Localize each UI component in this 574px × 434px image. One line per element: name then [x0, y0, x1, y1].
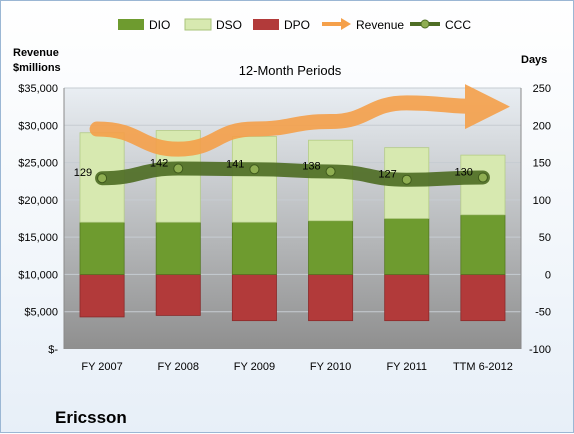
ccc-data-label: 138	[302, 161, 320, 173]
left-tick-label: $20,000	[18, 195, 58, 207]
bar-dpo	[460, 274, 506, 322]
category-label: FY 2009	[234, 361, 275, 373]
ccc-line	[95, 161, 490, 187]
right-tick-label: -100	[529, 344, 551, 356]
right-tick-label: 200	[533, 120, 551, 132]
category-label: FY 2008	[158, 361, 199, 373]
left-tick-label: $30,000	[18, 120, 58, 132]
right-tick-label: 250	[533, 83, 551, 95]
legend: DIO DSO DPO Revenue CCC	[118, 18, 471, 32]
right-axis-title: Days	[521, 54, 547, 66]
right-axis-ticks: -100 -50 0 50 100 150 200 250	[529, 83, 551, 356]
left-axis-title-line2: $millions	[13, 62, 61, 74]
category-label: FY 2010	[310, 361, 351, 373]
ccc-point	[401, 174, 412, 185]
ccc-series: 129 142 141 138 127 130	[74, 158, 490, 187]
category-label: TTM 6-2012	[453, 361, 513, 373]
left-axis-ticks: $- $5,000 $10,000 $15,000 $20,000 $25,000 $30,…	[18, 83, 58, 356]
legend-marker-ccc	[420, 19, 430, 29]
bar-dio	[231, 221, 277, 275]
category-label: FY 2007	[81, 361, 122, 373]
ccc-data-label: 130	[455, 166, 473, 178]
bar-dso	[308, 139, 354, 222]
category-label: FY 2011	[386, 361, 427, 373]
legend-swatch-dso	[184, 18, 212, 31]
legend-label-ccc: CCC	[445, 18, 471, 32]
bar-dio	[79, 221, 125, 275]
left-tick-label: $15,000	[18, 232, 58, 244]
ccc-point	[173, 163, 184, 174]
bar-dpo	[155, 274, 201, 316]
bar-dso	[231, 136, 277, 223]
left-tick-label: $-	[48, 344, 58, 356]
ccc-point	[97, 173, 108, 184]
category-axis-labels: FY 2007 FY 2008 FY 2009 FY 2010 FY 2011 TTM 6…	[81, 361, 512, 373]
legend-swatch-dpo	[253, 19, 279, 30]
ccc-data-label: 141	[226, 158, 244, 170]
bar-dso	[460, 154, 506, 216]
revenue-line	[89, 84, 510, 157]
legend-label-dio: DIO	[149, 18, 170, 32]
ccc-data-label: 129	[74, 167, 92, 179]
gridlines	[63, 87, 522, 349]
legend-label-dso: DSO	[216, 18, 242, 32]
bar-dio	[155, 221, 201, 275]
legend-label-dpo: DPO	[284, 18, 310, 32]
left-tick-label: $5,000	[24, 307, 58, 319]
ccc-data-label: 142	[150, 158, 168, 170]
legend-swatch-dio	[118, 19, 144, 30]
right-tick-label: 50	[539, 232, 551, 244]
bar-dio	[460, 214, 506, 275]
ccc-data-label: 127	[378, 169, 396, 181]
legend-label-revenue: Revenue	[356, 18, 404, 32]
revenue-series	[89, 84, 510, 157]
right-tick-label: 0	[545, 269, 551, 281]
chart-title: 12-Month Periods	[239, 63, 342, 78]
ccc-point	[325, 166, 336, 177]
bar-dpo	[79, 274, 125, 318]
legend-arrow-revenue	[341, 18, 351, 30]
company-name: Ericsson	[55, 408, 127, 427]
ccc-point	[249, 164, 260, 175]
right-tick-label: 150	[533, 158, 551, 170]
left-tick-label: $10,000	[18, 269, 58, 281]
bar-dpo	[231, 274, 277, 322]
bar-dio	[308, 220, 354, 275]
bar-dpo	[308, 274, 354, 322]
ccc-point	[477, 172, 488, 183]
right-tick-label: 100	[533, 195, 551, 207]
left-axis-title-line1: Revenue	[13, 47, 59, 59]
right-tick-label: -50	[535, 307, 551, 319]
left-tick-label: $35,000	[18, 83, 58, 95]
bar-dpo	[384, 274, 430, 322]
left-tick-label: $25,000	[18, 158, 58, 170]
bar-dio	[384, 218, 430, 275]
